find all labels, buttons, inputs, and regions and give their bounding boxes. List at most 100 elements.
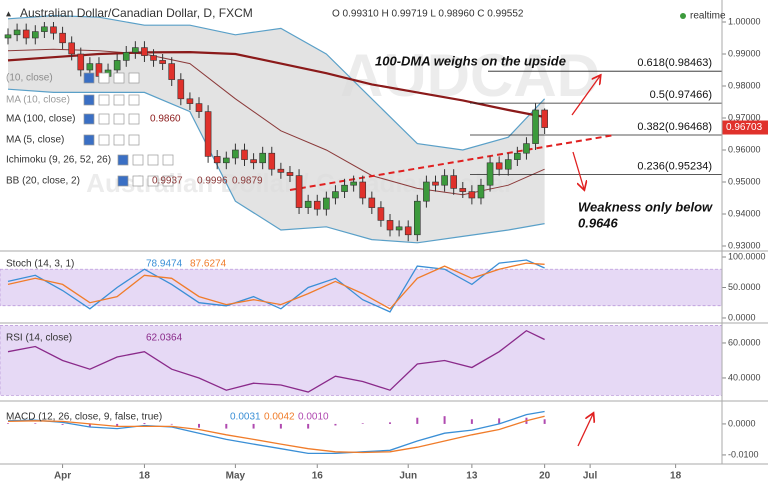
panel-label: Stoch (14, 3, 1) bbox=[6, 259, 74, 270]
panel-readout: 62.0364 bbox=[146, 333, 183, 344]
candle-body bbox=[186, 98, 194, 104]
legend-label: Ichimoku (9, 26, 52, 26) bbox=[6, 155, 111, 166]
legend-button bbox=[83, 72, 95, 84]
legend-button bbox=[162, 175, 174, 187]
y-tick-label: 0.93000 bbox=[728, 240, 761, 250]
indicator-line bbox=[7, 329, 545, 393]
annotation: 100-DMA weighs on the upside bbox=[375, 53, 566, 68]
watermark: AUDCAD bbox=[340, 42, 600, 109]
candle-body bbox=[22, 29, 30, 39]
legend-button bbox=[98, 113, 110, 125]
candle-body bbox=[495, 162, 503, 170]
band bbox=[0, 268, 723, 307]
candle-body bbox=[368, 197, 376, 208]
legend-button bbox=[128, 72, 140, 84]
histogram-bar bbox=[498, 418, 501, 424]
histogram-bar bbox=[61, 423, 64, 425]
candle-body bbox=[195, 103, 203, 112]
x-tick-label: 16 bbox=[312, 471, 324, 482]
candle-body bbox=[468, 191, 476, 199]
histogram-bar bbox=[198, 423, 201, 428]
x-tick-label: Jun bbox=[399, 471, 417, 482]
arrow-down bbox=[572, 151, 584, 189]
legend-button bbox=[117, 154, 129, 166]
y-tick-label: 0.97000 bbox=[728, 112, 761, 122]
histogram-bar bbox=[334, 423, 337, 426]
status: realtime bbox=[690, 11, 726, 22]
last-price-label: 0.96703 bbox=[726, 122, 763, 133]
legend-label: (10, close) bbox=[6, 73, 53, 84]
histogram-bar bbox=[170, 423, 173, 425]
legend-label: MA (5, close) bbox=[6, 135, 64, 146]
legend-label: MA (10, close) bbox=[6, 95, 70, 106]
candle-body bbox=[304, 200, 312, 208]
legend-button bbox=[128, 94, 140, 106]
panel-readout: 78.9474 bbox=[146, 259, 183, 270]
panel-readout: 0.0042 bbox=[264, 412, 295, 423]
candle-body bbox=[68, 42, 75, 55]
candle-body bbox=[532, 109, 539, 144]
candle-body bbox=[50, 26, 57, 34]
y-tick-label: 0.0000 bbox=[728, 312, 756, 322]
y-tick-label: 0.95000 bbox=[728, 176, 761, 186]
candle-body bbox=[150, 55, 157, 61]
candle-body bbox=[13, 29, 21, 36]
candle-body bbox=[377, 207, 385, 221]
indicator-line bbox=[7, 415, 545, 454]
ohlc-readout: O 0.99310 H 0.99719 L 0.98960 C 0.99552 bbox=[332, 9, 524, 20]
legend-button bbox=[83, 134, 95, 146]
band bbox=[0, 325, 723, 396]
candle-body bbox=[295, 175, 303, 208]
legend-button bbox=[132, 154, 144, 166]
candle-body bbox=[450, 175, 457, 189]
indicator-line bbox=[7, 410, 545, 455]
bb-lower bbox=[7, 88, 545, 244]
histogram-bar bbox=[543, 419, 546, 424]
legend-button bbox=[113, 72, 125, 84]
candle-body bbox=[177, 79, 185, 100]
candle-body bbox=[523, 143, 530, 154]
candle-body bbox=[541, 109, 548, 128]
y-tick-label: 40.0000 bbox=[728, 372, 761, 382]
candle-body bbox=[386, 220, 394, 231]
legend-button bbox=[128, 134, 140, 146]
y-tick-label: 0.99000 bbox=[728, 48, 761, 58]
histogram-bar bbox=[361, 423, 364, 424]
indicator-line bbox=[7, 259, 545, 313]
candle-body bbox=[477, 184, 485, 199]
y-tick-label: 1.00000 bbox=[728, 16, 761, 26]
bb-upper bbox=[7, 14, 546, 151]
candle-body bbox=[168, 63, 176, 80]
arrow-up-macd bbox=[577, 414, 593, 447]
candle-body bbox=[132, 47, 139, 53]
candle-body bbox=[286, 172, 294, 176]
candle-body bbox=[232, 149, 239, 159]
candle-body bbox=[204, 111, 212, 157]
legend-button bbox=[98, 72, 110, 84]
candle-body bbox=[504, 159, 512, 170]
y-tick-label: 0.98000 bbox=[728, 80, 761, 90]
collapse-icon[interactable]: ▴ bbox=[6, 9, 11, 20]
candle-body bbox=[404, 226, 412, 236]
histogram-bar bbox=[307, 423, 310, 429]
fib-label: 0.5(0.97466) bbox=[650, 89, 712, 101]
x-tick-label: 18 bbox=[670, 471, 682, 482]
legend-value: 0.9937 bbox=[152, 176, 183, 187]
candle-body bbox=[486, 162, 494, 186]
arrow-up bbox=[571, 76, 600, 116]
y-tick-label: 100.0000 bbox=[728, 251, 766, 261]
legend-button bbox=[113, 134, 125, 146]
fib-label: 0.618(0.98463) bbox=[637, 57, 712, 69]
y-tick-label: 0.94000 bbox=[728, 208, 761, 218]
legend-value: 0.9879 bbox=[232, 176, 263, 187]
histogram-bar bbox=[225, 423, 228, 429]
legend-button bbox=[83, 113, 95, 125]
candle-body bbox=[259, 152, 266, 164]
panel-label: RSI (14, close) bbox=[6, 333, 72, 344]
legend-button bbox=[98, 94, 110, 106]
candle-body bbox=[41, 26, 48, 32]
legend-button bbox=[147, 175, 159, 187]
legend-button bbox=[83, 94, 95, 106]
